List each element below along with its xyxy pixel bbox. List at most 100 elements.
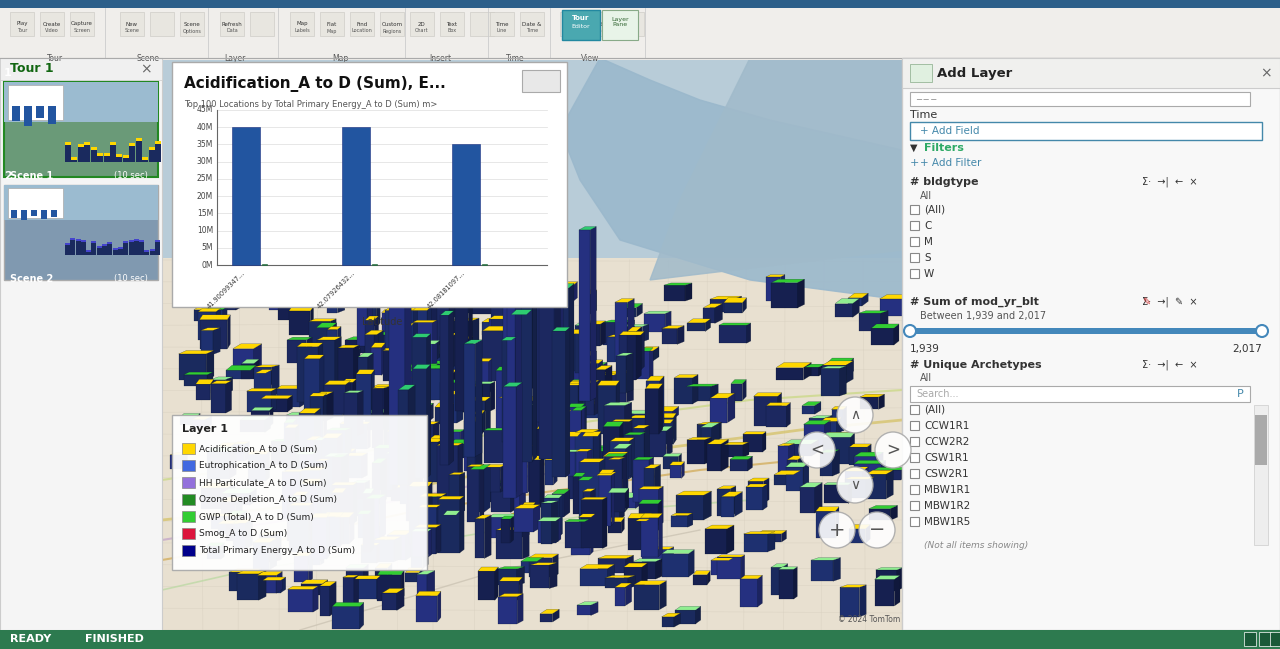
- Polygon shape: [643, 324, 649, 341]
- Polygon shape: [301, 583, 323, 595]
- Text: Scene 1: Scene 1: [10, 171, 54, 181]
- Bar: [86, 251, 91, 255]
- Polygon shape: [608, 458, 626, 459]
- Polygon shape: [323, 580, 328, 595]
- Text: Map: Map: [332, 54, 348, 63]
- Polygon shape: [673, 413, 676, 445]
- Polygon shape: [402, 319, 426, 322]
- Polygon shape: [332, 349, 360, 353]
- Polygon shape: [588, 360, 603, 363]
- Polygon shape: [741, 555, 745, 579]
- Polygon shape: [449, 311, 454, 465]
- Polygon shape: [312, 456, 332, 459]
- Polygon shape: [632, 478, 649, 505]
- Polygon shape: [596, 472, 616, 476]
- Text: # bldgtype: # bldgtype: [910, 177, 978, 187]
- Polygon shape: [183, 372, 212, 374]
- Polygon shape: [443, 295, 448, 319]
- Polygon shape: [874, 470, 901, 480]
- Polygon shape: [324, 380, 351, 385]
- Polygon shape: [284, 439, 294, 452]
- Polygon shape: [320, 485, 343, 489]
- Polygon shape: [863, 467, 868, 492]
- Polygon shape: [564, 402, 567, 439]
- Polygon shape: [257, 572, 283, 576]
- Polygon shape: [403, 455, 410, 487]
- Polygon shape: [865, 524, 870, 543]
- Polygon shape: [274, 532, 282, 562]
- Polygon shape: [314, 586, 319, 612]
- Polygon shape: [604, 456, 622, 503]
- Polygon shape: [659, 581, 667, 609]
- Polygon shape: [608, 493, 625, 511]
- Text: Time: Time: [910, 110, 937, 120]
- Bar: [4, 82, 157, 122]
- Polygon shape: [518, 346, 536, 378]
- Polygon shape: [419, 368, 424, 428]
- Polygon shape: [621, 324, 649, 326]
- Text: CCW1R1: CCW1R1: [924, 421, 969, 431]
- Polygon shape: [361, 543, 380, 545]
- Polygon shape: [623, 432, 646, 435]
- Polygon shape: [252, 543, 270, 570]
- Polygon shape: [376, 576, 380, 600]
- Text: New: New: [125, 21, 138, 27]
- Polygon shape: [293, 492, 308, 495]
- Polygon shape: [503, 318, 509, 335]
- Polygon shape: [532, 502, 535, 522]
- Text: ─ ─ ─: ─ ─ ─: [916, 95, 936, 103]
- Polygon shape: [671, 515, 687, 527]
- Polygon shape: [411, 378, 424, 403]
- Polygon shape: [579, 477, 594, 480]
- Polygon shape: [580, 459, 604, 462]
- Polygon shape: [549, 330, 559, 347]
- Text: 25M: 25M: [197, 175, 212, 184]
- Polygon shape: [472, 284, 488, 288]
- Polygon shape: [669, 465, 681, 478]
- Polygon shape: [509, 486, 512, 502]
- Polygon shape: [620, 335, 641, 370]
- Polygon shape: [840, 366, 846, 396]
- Polygon shape: [602, 460, 621, 464]
- Polygon shape: [532, 286, 536, 461]
- Polygon shape: [362, 489, 374, 493]
- Polygon shape: [476, 419, 480, 471]
- Polygon shape: [289, 306, 314, 311]
- Polygon shape: [361, 545, 376, 563]
- Polygon shape: [627, 299, 635, 360]
- Polygon shape: [634, 457, 654, 459]
- Polygon shape: [489, 514, 520, 517]
- Polygon shape: [324, 453, 349, 457]
- Bar: [155, 241, 160, 243]
- Polygon shape: [462, 384, 483, 387]
- Polygon shape: [860, 397, 878, 410]
- Polygon shape: [678, 454, 681, 469]
- Polygon shape: [420, 496, 442, 519]
- Polygon shape: [470, 439, 476, 458]
- Text: 2: 2: [4, 171, 12, 181]
- Polygon shape: [572, 523, 603, 527]
- Polygon shape: [517, 245, 536, 250]
- Polygon shape: [321, 537, 326, 561]
- Polygon shape: [332, 323, 337, 337]
- Polygon shape: [170, 454, 180, 469]
- Polygon shape: [554, 319, 561, 376]
- Bar: [910, 205, 919, 214]
- Polygon shape: [413, 365, 420, 411]
- Polygon shape: [582, 380, 599, 383]
- Polygon shape: [366, 491, 371, 516]
- Polygon shape: [539, 409, 543, 434]
- Polygon shape: [344, 393, 357, 435]
- Polygon shape: [552, 360, 559, 387]
- Polygon shape: [472, 318, 479, 344]
- Polygon shape: [553, 331, 566, 477]
- Polygon shape: [520, 286, 536, 291]
- Bar: [91, 147, 97, 150]
- Polygon shape: [820, 421, 837, 442]
- Polygon shape: [221, 489, 256, 493]
- Text: 1,939: 1,939: [910, 344, 940, 354]
- Bar: [155, 241, 160, 255]
- Polygon shape: [742, 298, 746, 313]
- Polygon shape: [748, 478, 769, 482]
- Polygon shape: [276, 572, 283, 593]
